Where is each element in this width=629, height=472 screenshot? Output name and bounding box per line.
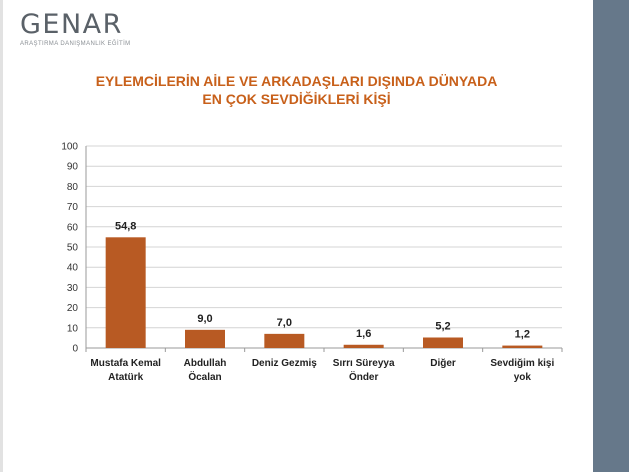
data-label: 7,0 (277, 317, 292, 329)
bar (343, 344, 384, 348)
y-tick-label: 70 (67, 202, 79, 213)
left-edge-accent (0, 0, 3, 472)
logo-wordmark: GENAR (20, 9, 123, 40)
data-label: 5,2 (435, 320, 450, 332)
x-tick-label: Sırrı Süreyya (333, 358, 395, 369)
y-tick-label: 40 (67, 263, 79, 274)
bar-chart: 0 10 20 30 40 50 60 70 80 90 100 54,8 Mustafa Kemal A… (61, 142, 563, 383)
bar (423, 337, 463, 348)
side-panel (593, 0, 629, 472)
y-tick-label: 80 (67, 182, 79, 193)
data-label: 9,0 (197, 313, 212, 325)
y-tick-label: 20 (67, 303, 79, 314)
logo-tagline: ARAŞTIRMA DANIŞMANLIK EĞİTİM (20, 41, 131, 47)
x-tick-label: Diğer (430, 358, 456, 369)
x-tick-label: Önder (349, 370, 379, 383)
y-tick-label: 100 (61, 142, 78, 153)
x-tick-label: Abdullah (184, 358, 227, 369)
x-tick-label: Mustafa Kemal (90, 358, 161, 369)
y-tick-label: 50 (67, 243, 79, 254)
y-tick-label: 10 (67, 323, 79, 334)
bar (185, 329, 225, 348)
y-tick-label: 60 (67, 222, 79, 233)
chart-title-line-2: EN ÇOK SEVDİĞİKLERİ KİŞİ (202, 91, 391, 107)
bar (105, 237, 146, 348)
x-tick-label: yok (514, 372, 532, 383)
x-tick-label: Sevdiğim kişi (490, 358, 554, 369)
x-tick-label: Atatürk (108, 372, 143, 383)
logo: GENAR ARAŞTIRMA DANIŞMANLIK EĞİTİM (20, 9, 131, 48)
x-tick-label: Öcalan (188, 370, 221, 383)
bar (264, 333, 305, 348)
y-tick-label: 30 (67, 283, 79, 294)
data-label: 54,8 (115, 220, 136, 232)
y-tick-label: 90 (67, 162, 79, 173)
x-tick-label: Deniz Gezmiş (252, 358, 317, 369)
data-label: 1,6 (356, 328, 371, 340)
y-tick-label: 0 (72, 344, 78, 355)
data-label: 1,2 (515, 329, 530, 341)
bar (502, 345, 543, 348)
chart-title-line-1: EYLEMCİLERİN AİLE VE ARKADAŞLARI DIŞINDA… (95, 73, 498, 89)
chart-title: EYLEMCİLERİN AİLE VE ARKADAŞLARI DIŞINDA… (0, 72, 593, 108)
